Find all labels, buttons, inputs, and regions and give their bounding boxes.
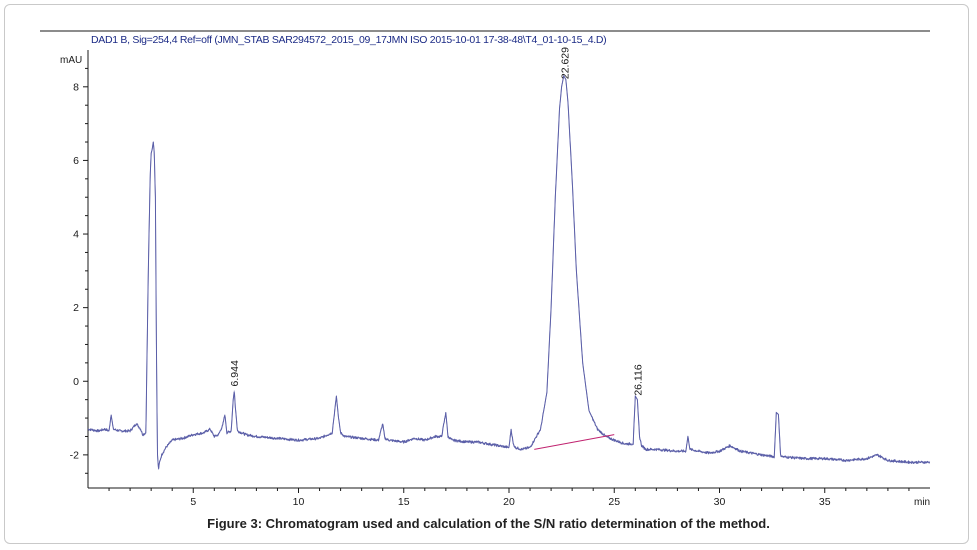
y-tick-label: 4 xyxy=(73,229,79,241)
integration-baseline xyxy=(534,434,615,450)
x-tick-label: 25 xyxy=(608,496,620,508)
x-tick-label: 20 xyxy=(503,496,515,508)
peak-label: 22.629 xyxy=(559,47,571,79)
x-tick-label: 35 xyxy=(819,496,831,508)
y-tick-label: 2 xyxy=(73,302,79,314)
x-tick-label: 30 xyxy=(714,496,726,508)
y-axis-unit-label: mAU xyxy=(60,55,82,66)
chart-title: DAD1 B, Sig=254,4 Ref=off (JMN_STAB SAR2… xyxy=(91,34,606,46)
figure-frame xyxy=(4,4,969,544)
x-axis-unit-label: min xyxy=(914,497,930,508)
peak-label: 6.944 xyxy=(229,360,241,386)
x-tick-label: 10 xyxy=(293,496,305,508)
y-tick-label: -2 xyxy=(70,449,79,461)
plot-group: 6.944 22.629 26.116 xyxy=(87,47,931,470)
peak-label: 26.116 xyxy=(633,364,645,395)
axes-group: -2 0 2 4 6 8 5 10 15 20 25 30 35 xyxy=(70,50,930,508)
signal-trace xyxy=(87,75,931,469)
x-tick-label: 15 xyxy=(398,496,410,508)
y-tick-label: 0 xyxy=(73,376,79,388)
figure-caption: Figure 3: Chromatogram used and calculat… xyxy=(207,516,770,531)
y-tick-label: 6 xyxy=(73,155,79,167)
y-tick-label: 8 xyxy=(73,81,79,93)
x-tick-label: 5 xyxy=(190,496,196,508)
signal-trace-peaks xyxy=(87,74,930,470)
